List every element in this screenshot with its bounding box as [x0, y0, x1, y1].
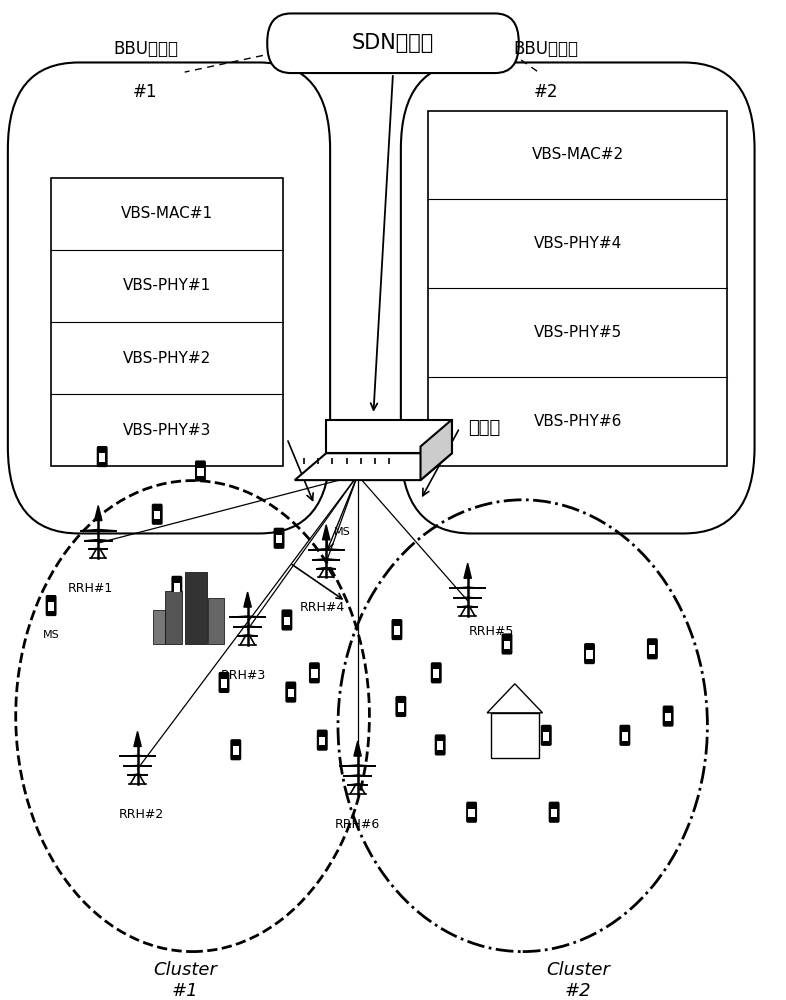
FancyBboxPatch shape — [311, 669, 318, 678]
FancyBboxPatch shape — [46, 595, 57, 616]
Text: VBS-PHY#4: VBS-PHY#4 — [534, 236, 622, 251]
FancyBboxPatch shape — [466, 802, 477, 823]
FancyBboxPatch shape — [152, 504, 163, 525]
Polygon shape — [185, 572, 207, 644]
Polygon shape — [134, 731, 141, 746]
FancyBboxPatch shape — [431, 662, 442, 683]
Polygon shape — [153, 610, 165, 644]
FancyBboxPatch shape — [48, 602, 54, 611]
FancyBboxPatch shape — [99, 453, 105, 462]
Text: VBS-MAC#2: VBS-MAC#2 — [531, 147, 624, 162]
FancyBboxPatch shape — [619, 725, 630, 746]
Text: 交换机: 交换机 — [468, 419, 500, 437]
Polygon shape — [165, 591, 182, 644]
Polygon shape — [464, 563, 472, 578]
FancyBboxPatch shape — [543, 732, 549, 741]
Text: VBS-PHY#2: VBS-PHY#2 — [123, 351, 211, 366]
FancyBboxPatch shape — [51, 178, 283, 466]
Text: RRH#4: RRH#4 — [299, 601, 345, 614]
Text: VBS-PHY#3: VBS-PHY#3 — [123, 423, 211, 438]
FancyBboxPatch shape — [586, 650, 593, 659]
FancyBboxPatch shape — [285, 681, 296, 703]
FancyBboxPatch shape — [394, 626, 400, 635]
Polygon shape — [491, 713, 538, 758]
Text: Cluster
#1: Cluster #1 — [152, 961, 217, 1000]
FancyBboxPatch shape — [649, 645, 656, 654]
FancyBboxPatch shape — [171, 576, 182, 597]
FancyBboxPatch shape — [197, 468, 204, 476]
Text: RRH#5: RRH#5 — [468, 625, 514, 638]
Text: VBS-PHY#6: VBS-PHY#6 — [534, 414, 622, 429]
FancyBboxPatch shape — [541, 725, 552, 746]
Text: RRH#2: RRH#2 — [119, 808, 164, 821]
FancyBboxPatch shape — [647, 638, 658, 659]
Polygon shape — [295, 453, 452, 480]
FancyBboxPatch shape — [398, 703, 404, 712]
FancyBboxPatch shape — [435, 734, 446, 756]
FancyBboxPatch shape — [154, 511, 160, 519]
Polygon shape — [94, 506, 102, 521]
FancyBboxPatch shape — [551, 809, 557, 817]
Text: VBS-PHY#1: VBS-PHY#1 — [123, 278, 211, 293]
FancyBboxPatch shape — [230, 739, 241, 760]
Text: BBU资源池: BBU资源池 — [113, 40, 178, 58]
FancyBboxPatch shape — [584, 643, 595, 664]
FancyBboxPatch shape — [665, 713, 671, 721]
Polygon shape — [322, 525, 330, 540]
FancyBboxPatch shape — [219, 672, 230, 693]
FancyBboxPatch shape — [401, 62, 755, 533]
FancyBboxPatch shape — [433, 669, 439, 678]
FancyBboxPatch shape — [391, 619, 402, 640]
FancyBboxPatch shape — [281, 609, 292, 631]
FancyBboxPatch shape — [317, 730, 328, 751]
FancyBboxPatch shape — [276, 535, 282, 543]
Text: Cluster
#2: Cluster #2 — [545, 961, 610, 1000]
FancyBboxPatch shape — [501, 633, 512, 655]
FancyBboxPatch shape — [395, 696, 406, 717]
Polygon shape — [354, 741, 362, 756]
Polygon shape — [208, 598, 224, 644]
Polygon shape — [244, 592, 252, 607]
Text: RRH#1: RRH#1 — [68, 582, 113, 595]
FancyBboxPatch shape — [221, 679, 227, 688]
FancyBboxPatch shape — [319, 737, 325, 745]
Text: BBU资源池: BBU资源池 — [514, 40, 578, 58]
Text: VBS-MAC#1: VBS-MAC#1 — [121, 206, 213, 221]
FancyBboxPatch shape — [309, 662, 320, 683]
FancyBboxPatch shape — [8, 62, 330, 533]
FancyBboxPatch shape — [622, 732, 628, 741]
FancyBboxPatch shape — [288, 689, 294, 697]
Polygon shape — [487, 684, 542, 713]
FancyBboxPatch shape — [274, 528, 285, 549]
Text: SDN控制器: SDN控制器 — [352, 33, 434, 53]
FancyBboxPatch shape — [428, 111, 727, 466]
FancyBboxPatch shape — [97, 446, 108, 467]
Text: RRH#6: RRH#6 — [335, 818, 380, 831]
FancyBboxPatch shape — [663, 706, 674, 727]
FancyBboxPatch shape — [174, 583, 180, 592]
Text: MS: MS — [42, 630, 60, 640]
Text: #1: #1 — [133, 83, 158, 101]
FancyBboxPatch shape — [284, 617, 290, 625]
Polygon shape — [326, 420, 452, 453]
FancyBboxPatch shape — [437, 741, 443, 750]
Text: VBS-PHY#5: VBS-PHY#5 — [534, 325, 622, 340]
FancyBboxPatch shape — [549, 802, 560, 823]
Text: MS: MS — [333, 527, 351, 537]
FancyBboxPatch shape — [233, 746, 239, 755]
FancyBboxPatch shape — [267, 13, 519, 73]
FancyBboxPatch shape — [195, 460, 206, 482]
FancyBboxPatch shape — [468, 809, 475, 817]
Polygon shape — [421, 420, 452, 480]
Text: #2: #2 — [534, 83, 559, 101]
FancyBboxPatch shape — [504, 641, 510, 649]
Text: RRH#3: RRH#3 — [221, 669, 266, 682]
